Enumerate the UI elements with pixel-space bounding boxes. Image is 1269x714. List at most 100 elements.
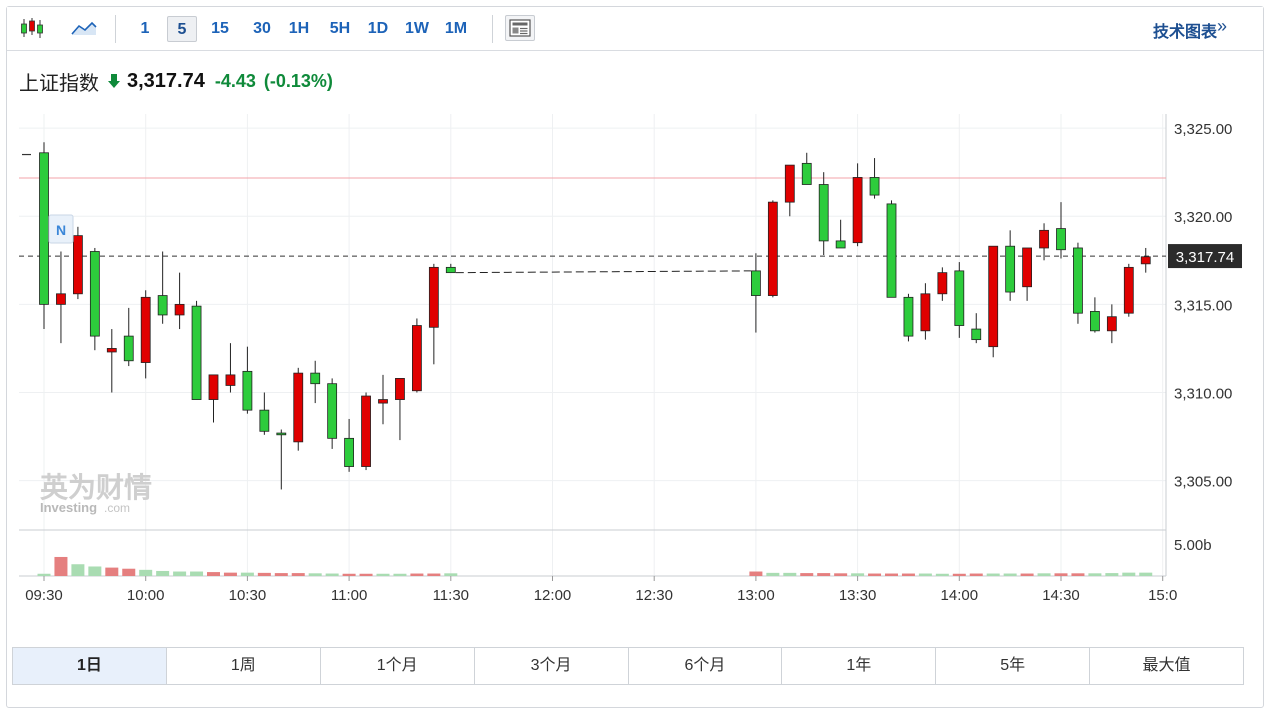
candle-body: [378, 399, 388, 404]
volume-bar: [207, 572, 220, 576]
tech-chart-link[interactable]: 技术图表: [1152, 24, 1217, 41]
candle-body: [801, 162, 812, 185]
x-tick-label: 13:00: [737, 587, 775, 604]
chevron-right-icon[interactable]: »: [1216, 16, 1227, 36]
range-tab-0[interactable]: 1日: [13, 648, 167, 684]
volume-bar: [88, 566, 102, 576]
candle-body: [361, 395, 371, 467]
candle-body: [1106, 316, 1117, 332]
range-tab-4[interactable]: 6个月: [629, 648, 783, 684]
candle-body: [1090, 311, 1100, 332]
volume-bar: [1071, 573, 1085, 576]
volume-bar: [240, 572, 254, 576]
x-tick-label: 10:30: [229, 587, 267, 604]
volume-bar: [1003, 573, 1017, 576]
range-tab-3[interactable]: 3个月: [475, 648, 629, 684]
interval-1[interactable]: 1: [140, 20, 150, 37]
y-tick-label: 3,325.00: [1174, 121, 1232, 138]
news-panel-icon[interactable]: [505, 15, 535, 41]
volume-bar: [257, 572, 271, 576]
candle-body: [73, 235, 83, 295]
time-range-selector: 1日 1周 1个月 3个月 6个月 1年 5年 最大值: [12, 647, 1244, 685]
candle-body: [395, 378, 405, 400]
interval-1d[interactable]: 1D: [367, 20, 389, 37]
volume-bar: [274, 573, 288, 576]
interval-1w[interactable]: 1W: [405, 20, 429, 37]
candle-body: [988, 245, 999, 348]
volume-bar: [1105, 573, 1119, 576]
price-change-percent: (-0.13%): [263, 70, 333, 91]
x-tick-label: 12:00: [534, 587, 572, 604]
volume-bar: [749, 571, 763, 576]
volume-bar: [1088, 573, 1102, 576]
interval-1h[interactable]: 1H: [288, 20, 310, 37]
volume-bar: [817, 573, 831, 576]
candle-body: [445, 266, 456, 274]
interval-15[interactable]: 15: [211, 20, 229, 37]
candle-body: [784, 164, 795, 203]
interval-5[interactable]: 5: [167, 16, 197, 42]
volume-bar: [308, 573, 322, 576]
volume-bar: [54, 556, 68, 576]
volume-bar: [37, 573, 51, 576]
volume-bar: [223, 572, 237, 576]
candle-body: [56, 293, 66, 305]
last-price-badge-label: 3,317.74: [1176, 249, 1234, 266]
volume-bar: [410, 573, 424, 576]
volume-bar: [139, 569, 153, 576]
y-tick-label: 3,305.00: [1174, 474, 1232, 491]
candle-body: [106, 348, 117, 353]
news-marker-label: N: [56, 222, 66, 238]
candle-body: [89, 251, 100, 337]
index-name: 上证指数: [19, 72, 99, 95]
candle-body: [869, 177, 880, 196]
candle-body: [1140, 256, 1151, 265]
line-chart-icon[interactable]: [69, 15, 99, 41]
candlestick-icon[interactable]: [17, 15, 47, 41]
volume-bar: [766, 572, 780, 576]
quote-header: 上证指数 3,317.74 -4.43 (-0.13%): [19, 67, 333, 95]
plot-area: [19, 114, 1166, 576]
candle-body: [1123, 266, 1134, 314]
candle-body: [242, 370, 253, 411]
x-tick-label: 11:30: [433, 587, 469, 604]
volume-bar: [156, 570, 170, 576]
range-tab-7[interactable]: 最大值: [1142, 657, 1191, 674]
range-tab-6[interactable]: 5年: [936, 648, 1091, 684]
range-tab-2[interactable]: 1个月: [321, 648, 475, 684]
down-arrow-icon: [108, 74, 120, 88]
interval-1m[interactable]: 1M: [444, 20, 468, 37]
candle-body: [225, 374, 236, 386]
x-tick-label: 14:00: [941, 587, 979, 604]
last-price-badge: [1168, 244, 1242, 269]
volume-bar: [834, 573, 848, 576]
y-tick-label: 3,315.00: [1174, 297, 1232, 314]
interval-30[interactable]: 30: [253, 20, 271, 37]
candle-body: [174, 303, 185, 316]
volume-bar: [444, 573, 458, 576]
candle-body: [208, 374, 219, 400]
candle-body: [751, 270, 761, 296]
volume-bar: [901, 573, 915, 576]
toolbar-divider: [492, 15, 493, 43]
candle-body: [259, 409, 270, 432]
range-tab-1[interactable]: 1周: [167, 648, 321, 684]
candle-body: [39, 152, 49, 305]
watermark-cn: 英为财情: [40, 471, 152, 504]
volume-bar: [918, 573, 932, 576]
candle-body: [344, 437, 355, 467]
candle-body: [428, 266, 439, 328]
interval-5h[interactable]: 5H: [329, 20, 351, 37]
volume-bar: [1020, 573, 1034, 576]
volume-bar: [800, 573, 814, 576]
x-tick-label: 09:30: [25, 587, 63, 604]
last-price: 3,317.74: [127, 69, 205, 92]
candle-body: [971, 328, 982, 341]
volume-bar: [359, 573, 373, 576]
candle-body: [157, 295, 168, 316]
volume-bar: [1122, 572, 1136, 576]
price-change: -4.43: [214, 70, 256, 91]
range-tab-5[interactable]: 1年: [782, 648, 937, 684]
y-tick-label: 3,320.00: [1174, 209, 1232, 226]
